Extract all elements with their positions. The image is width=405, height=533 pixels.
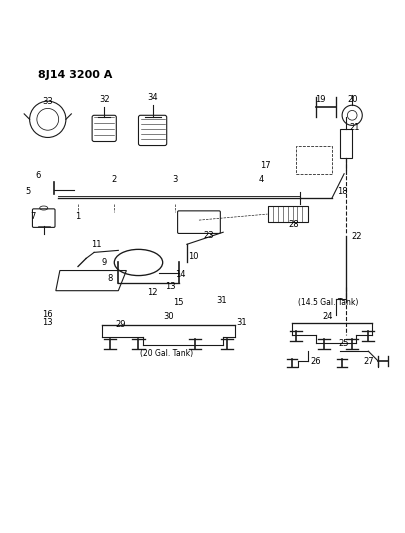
Text: 18: 18 (336, 188, 347, 196)
Text: 9: 9 (101, 258, 107, 267)
Text: 11: 11 (91, 240, 101, 249)
Text: 2: 2 (111, 175, 117, 184)
Text: 30: 30 (163, 312, 174, 321)
Text: 33: 33 (42, 96, 53, 106)
Text: (20 Gal. Tank): (20 Gal. Tank) (140, 349, 193, 358)
Text: 23: 23 (203, 231, 214, 239)
Bar (295, 146, 331, 174)
Text: 31: 31 (215, 296, 226, 305)
Text: 8: 8 (107, 274, 113, 283)
Text: 8J14 3200 A: 8J14 3200 A (38, 70, 112, 80)
Text: 29: 29 (115, 320, 125, 329)
Text: 10: 10 (187, 252, 198, 261)
Text: 26: 26 (310, 357, 320, 366)
Text: 13: 13 (43, 318, 53, 327)
Text: 13: 13 (165, 282, 176, 291)
Text: 5: 5 (25, 188, 30, 196)
Text: 32: 32 (99, 95, 109, 103)
Text: 16: 16 (43, 310, 53, 319)
Text: 17: 17 (260, 161, 270, 170)
Text: 20: 20 (346, 95, 356, 103)
Text: 15: 15 (173, 298, 183, 308)
Text: 4: 4 (258, 175, 263, 184)
Text: 19: 19 (314, 95, 324, 103)
Bar (339, 130, 351, 158)
Text: 6: 6 (35, 171, 40, 180)
Text: 31: 31 (235, 318, 246, 327)
Text: 34: 34 (147, 93, 158, 102)
Text: 1: 1 (75, 212, 81, 221)
Text: 14: 14 (175, 270, 185, 279)
Text: 28: 28 (288, 220, 298, 229)
Text: 7: 7 (30, 212, 36, 221)
Text: 12: 12 (147, 288, 158, 297)
Text: 3: 3 (172, 175, 177, 184)
Text: 27: 27 (362, 357, 373, 366)
Text: 25: 25 (338, 338, 349, 348)
Text: 22: 22 (350, 232, 360, 241)
Text: 24: 24 (322, 312, 333, 321)
Bar (267, 206, 307, 222)
Text: (14.5 Gal. Tank): (14.5 Gal. Tank) (297, 298, 357, 308)
Text: 21: 21 (348, 123, 358, 132)
